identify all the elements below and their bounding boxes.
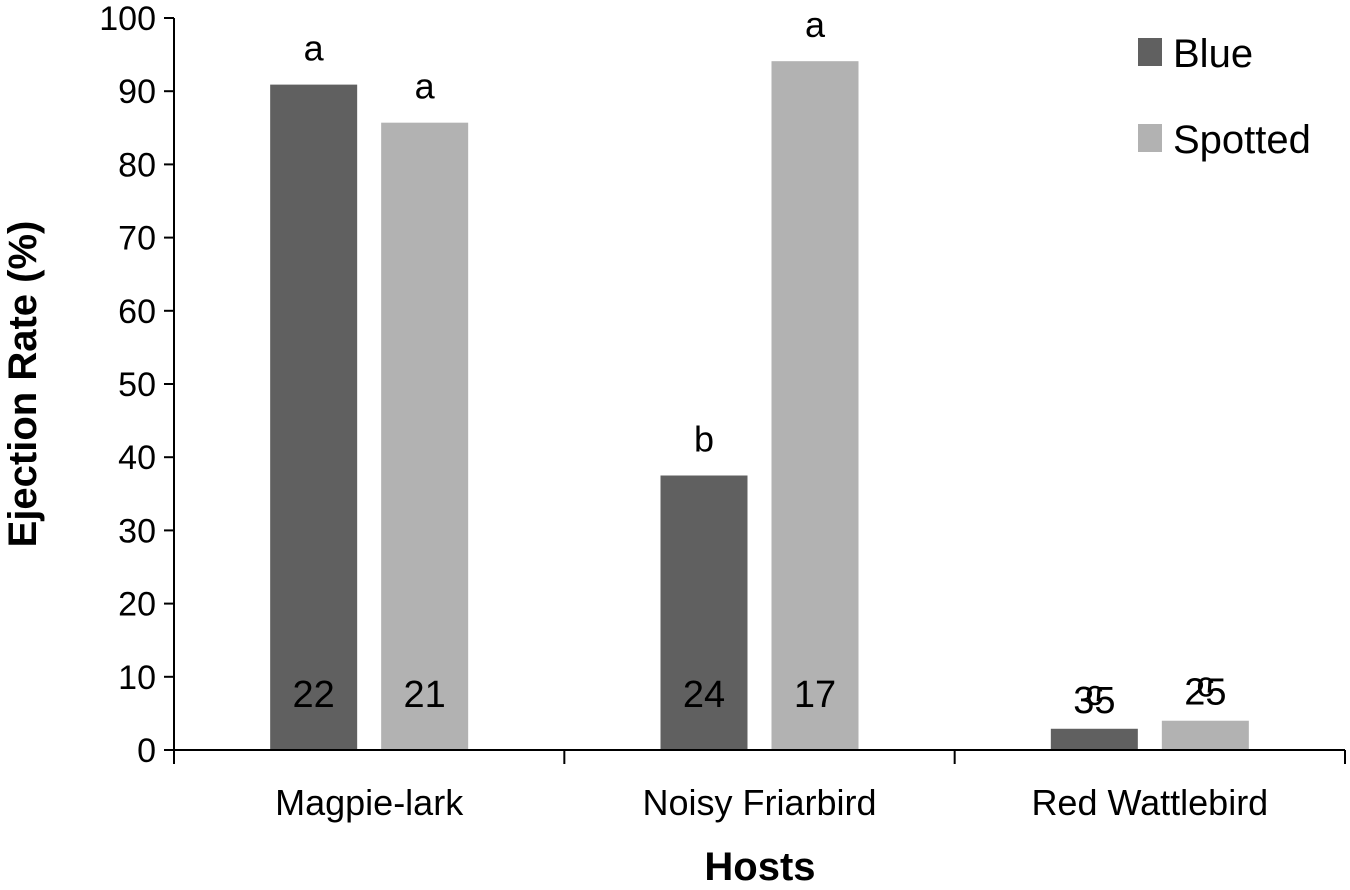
bar-blue-1 (660, 475, 748, 750)
y-tick-label: 60 (118, 293, 156, 331)
bar-spotted-1 (771, 61, 859, 751)
y-tick-label: 40 (118, 439, 156, 477)
sample-size-label: 17 (794, 674, 836, 716)
sample-size-label: 25 (1184, 672, 1226, 714)
bar-blue-0 (270, 84, 358, 750)
x-category-label: Magpie-lark (275, 782, 464, 823)
significance-label: c (1196, 664, 1214, 705)
legend-label: Blue (1173, 32, 1253, 76)
axes: 0 10 20 30 40 50 60 70 80 90 100 Magpie-lark Noisy F… (99, 0, 1346, 823)
y-tick-label: 50 (118, 366, 156, 404)
sample-size-label: 24 (683, 674, 725, 716)
y-axis-title: Ejection Rate (%) (1, 221, 45, 548)
bar-blue-2 (1050, 728, 1138, 750)
x-axis-title: Hosts (704, 845, 815, 889)
legend-swatch-blue (1138, 38, 1162, 66)
legend-label: Spotted (1173, 118, 1311, 162)
significance-label: b (694, 419, 714, 460)
y-tick-label: 100 (99, 0, 156, 38)
legend: Blue Spotted (1138, 32, 1311, 162)
y-tick-label: 70 (118, 220, 156, 258)
significance-label: c (1085, 672, 1103, 713)
bar-spotted-2 (1161, 720, 1249, 750)
x-category-label: Red Wattlebird (1031, 782, 1268, 823)
sample-size-label: 35 (1073, 680, 1115, 722)
sample-size-label: 21 (404, 674, 446, 716)
significance-label: a (304, 28, 325, 69)
legend-swatch-spotted (1138, 124, 1162, 152)
x-category-label: Noisy Friarbird (642, 782, 876, 823)
sample-size-label: 22 (293, 674, 335, 716)
y-tick-label: 90 (118, 73, 156, 111)
y-tick-label: 80 (118, 146, 156, 184)
bar-spotted-0 (381, 122, 469, 750)
y-tick-label: 0 (137, 732, 156, 770)
y-tick-label: 10 (118, 659, 156, 697)
y-tick-label: 20 (118, 586, 156, 624)
significance-label: a (805, 4, 826, 45)
significance-label: a (415, 66, 436, 107)
y-tick-label: 30 (118, 512, 156, 550)
